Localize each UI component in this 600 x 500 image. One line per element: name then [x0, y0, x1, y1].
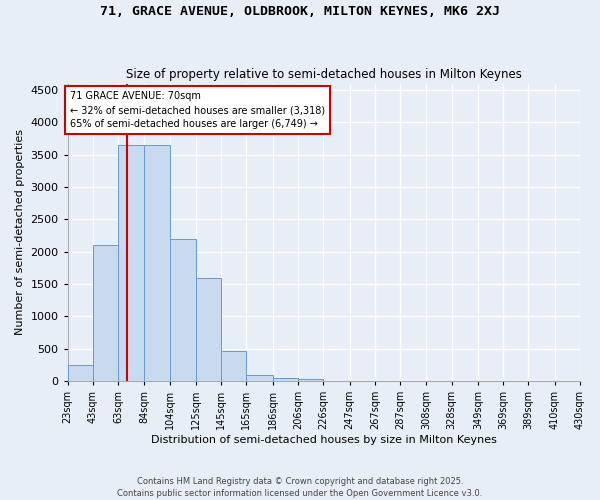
Bar [68, 365, 93, 381]
Title: Size of property relative to semi-detached houses in Milton Keynes: Size of property relative to semi-detach… [126, 68, 522, 81]
Bar [145, 145, 170, 381]
Bar [273, 378, 298, 381]
Text: 71, GRACE AVENUE, OLDBROOK, MILTON KEYNES, MK6 2XJ: 71, GRACE AVENUE, OLDBROOK, MILTON KEYNE… [100, 5, 500, 18]
Bar [93, 245, 118, 381]
Bar [170, 239, 196, 381]
Y-axis label: Number of semi-detached properties: Number of semi-detached properties [15, 130, 25, 336]
X-axis label: Distribution of semi-detached houses by size in Milton Keynes: Distribution of semi-detached houses by … [151, 435, 497, 445]
Bar [247, 374, 273, 381]
Text: 71 GRACE AVENUE: 70sqm
← 32% of semi-detached houses are smaller (3,318)
65% of : 71 GRACE AVENUE: 70sqm ← 32% of semi-det… [70, 92, 325, 130]
Bar [118, 145, 145, 381]
Bar [221, 352, 247, 381]
Bar [298, 379, 323, 381]
Bar [196, 278, 221, 381]
Text: Contains HM Land Registry data © Crown copyright and database right 2025.
Contai: Contains HM Land Registry data © Crown c… [118, 476, 482, 498]
